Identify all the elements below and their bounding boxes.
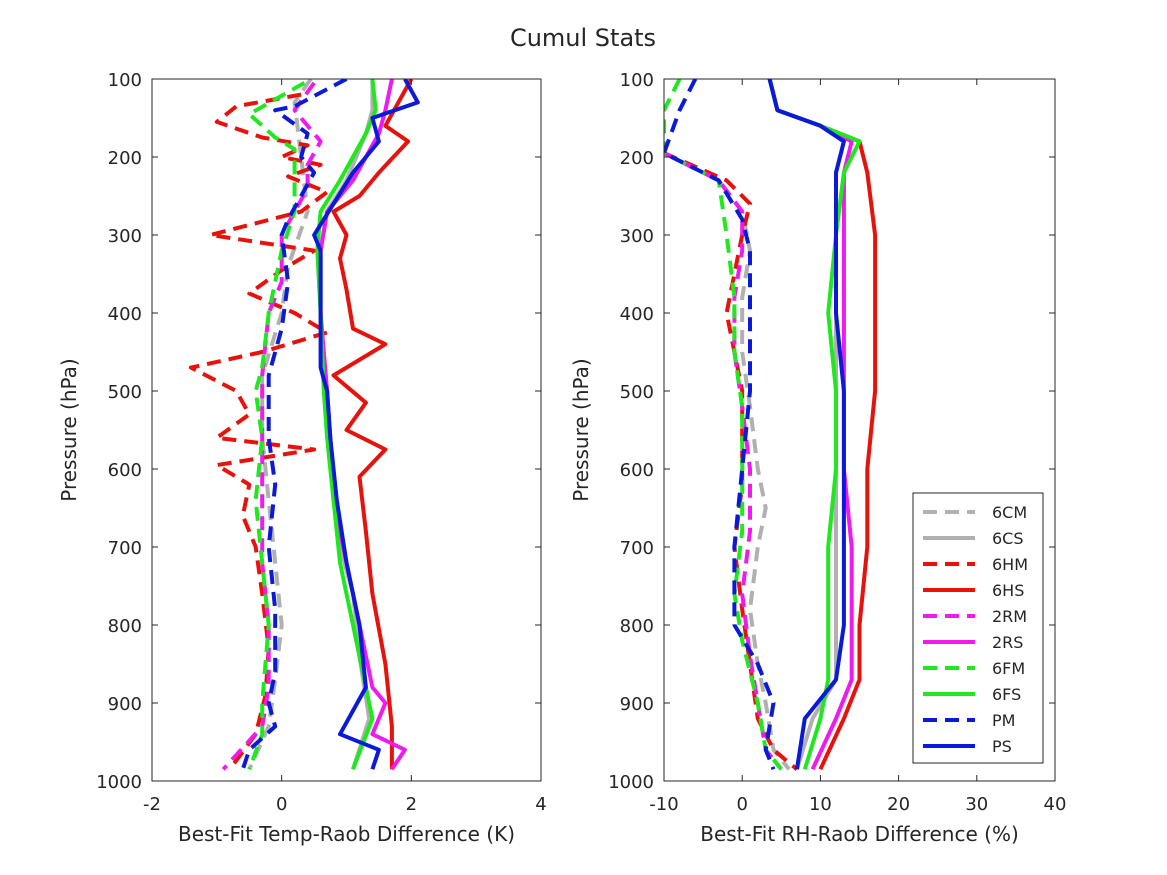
rh-series-pm [664,79,776,771]
rh-xtick-label: 40 [1044,794,1067,815]
humidity-panel: -10 0 10 20 30 40 100 200 300 400 500 600 700 800 900 1… [569,70,1066,846]
temp-ytick-label: 100 [108,70,142,91]
temp-ytick-label: 500 [108,382,142,403]
rh-series-ps [767,79,846,770]
rh-series-6hm [664,151,799,771]
temp-axes-box [151,78,542,782]
rh-ytick-label: 900 [620,694,654,715]
rh-ytick-label: 700 [620,538,654,559]
rh-xtick-label: 30 [965,794,988,815]
legend-label-6cs: 6CS [992,529,1024,548]
legend-label-6hs: 6HS [992,581,1024,600]
legend-label-6fm: 6FM [992,659,1025,678]
rh-y-axis-label: Pressure (hPa) [569,358,593,501]
legend-label-6hm: 6HM [992,555,1028,574]
legend: 6CM 6CS 6HM 6HS 2RM 2RS 6FM 6FS PM PS [912,492,1044,764]
rh-axes-box [663,78,1056,782]
legend-label-6fs: 6FS [992,685,1021,704]
rh-xtick-label: 10 [809,794,832,815]
temp-xtick-label: 0 [276,794,287,815]
rh-series-6cs [767,79,846,770]
temp-ytick-label: 300 [108,226,142,247]
rh-series-6fs [767,79,862,770]
temp-xtick-label: 4 [535,794,546,815]
temp-ytick-label: 200 [108,148,142,169]
rh-xtick-label: -10 [649,794,678,815]
temp-ytick-label: 800 [108,616,142,637]
temp-ytick-label: 400 [108,304,142,325]
temp-series-group [188,79,420,771]
rh-ytick-label: 500 [620,382,654,403]
temp-xtick-label: 2 [406,794,417,815]
temp-x-axis-label: Best-Fit Temp-Raob Difference (K) [178,822,515,846]
temp-series-ps [312,79,420,770]
rh-xtick-label: 0 [736,794,747,815]
rh-series-group [664,79,878,771]
rh-series-6fm [664,79,783,771]
temp-ytick-label: 900 [108,694,142,715]
figure-title: Cumul Stats [510,24,656,52]
rh-ytick-label: 600 [620,460,654,481]
rh-series-6hs [767,79,878,771]
rh-x-axis-label: Best-Fit RH-Raob Difference (%) [700,822,1019,846]
temp-y-axis-label: Pressure (hPa) [57,358,81,501]
rh-series-2rm [664,151,783,771]
rh-ytick-label: 800 [620,616,654,637]
rh-ytick-label: 200 [620,148,654,169]
rh-ytick-label: 100 [620,70,654,91]
temp-series-6fm [247,81,306,770]
temp-series-6hm [188,92,330,771]
temp-series-pm [240,79,348,770]
temp-series-6fs [315,79,378,771]
legend-label-6cm: 6CM [992,503,1027,522]
rh-ytick-label: 400 [620,304,654,325]
temp-ytick-label: 600 [108,460,142,481]
temp-series-6hs [331,79,414,770]
temp-ytick-label: 1000 [96,772,142,793]
legend-label-pm: PM [992,711,1015,730]
temp-ytick-label: 700 [108,538,142,559]
temp-xtick-label: -2 [143,794,161,815]
legend-label-2rm: 2RM [992,607,1027,626]
legend-label-2rs: 2RS [992,633,1023,652]
rh-ytick-label: 1000 [608,772,654,793]
temperature-panel: -2 0 2 4 100 200 300 400 500 600 700 800 900 1000 Best… [57,70,547,846]
rh-ytick-label: 300 [620,226,654,247]
rh-xtick-label: 20 [887,794,910,815]
legend-label-ps: PS [992,737,1012,756]
